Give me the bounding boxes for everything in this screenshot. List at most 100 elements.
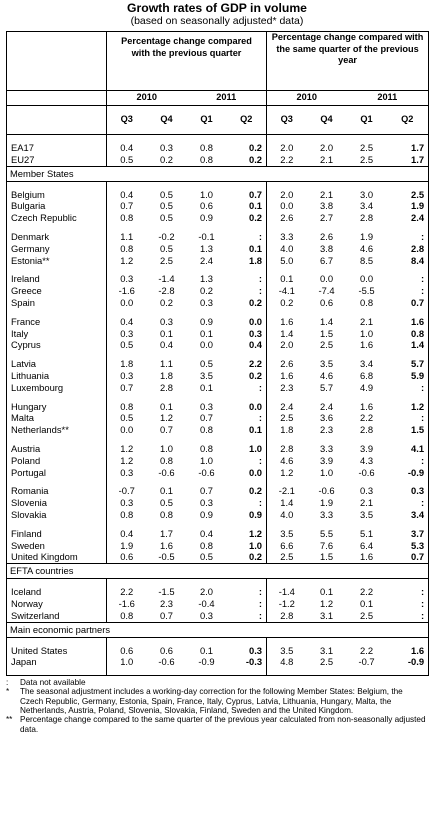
spacer-row (6, 308, 430, 316)
value-cell: 2.2 (280, 153, 294, 165)
value-cell: 0.0 (226, 466, 268, 479)
value-cell: 1.5 (320, 327, 334, 339)
value-cell: 1.6 (360, 400, 374, 412)
value-cell: 3.0 (360, 188, 374, 200)
value-cell: 0.8 (159, 454, 174, 466)
value-cell: 0.3 (120, 466, 134, 478)
value-cell: 2.4 (280, 400, 294, 412)
value-cell: -0.4 (198, 597, 215, 609)
footnote-text: Data not available (20, 678, 86, 688)
country-name: EU27 (6, 153, 107, 167)
value-cell: 1.7 (159, 527, 174, 539)
footnote-symbol: * (6, 687, 10, 697)
spacer-row (6, 435, 430, 443)
country-name: Latvia (6, 358, 107, 370)
value-cell: 3.8 (320, 242, 334, 254)
table-row: Lithuania 0.3 1.8 3.5 0.2 1.6 4.6 6.8 5.9 (6, 369, 430, 382)
country-name: Bulgaria (6, 200, 107, 213)
value-cell: 0.8 (386, 327, 430, 340)
value-cell: 2.3 (320, 424, 334, 436)
country-name: Slovenia (6, 497, 107, 509)
value-cell: 0.8 (199, 539, 214, 551)
value-cell: 2.4 (320, 400, 334, 412)
value-cell: : (386, 273, 430, 286)
value-cell: 4.1 (386, 442, 430, 455)
value-cell: -1.4 (158, 273, 175, 285)
value-cell: 0.5 (120, 412, 134, 424)
value-cell: 1.6 (159, 539, 174, 551)
spacer-row (6, 668, 430, 677)
country-name: France (6, 315, 107, 328)
table-row: Greece -1.6 -2.8 0.2: -4.1 -7.4 -5.5: (6, 285, 430, 297)
section-label: Main economic partners (5, 621, 430, 638)
value-cell: 0.7 (159, 424, 174, 436)
value-cell: 3.9 (320, 454, 334, 466)
table-row: Netherlands** 0.0 0.7 0.8 0.1 1.8 2.3 2.8 1.5 (6, 424, 430, 436)
value-cell: 0.6 (120, 644, 134, 656)
value-cell: 1.6 (360, 339, 374, 351)
value-cell: -0.7 (358, 656, 375, 668)
value-cell: : (226, 586, 268, 598)
value-cell: 1.4 (386, 339, 430, 352)
table-row: United States 0.6 0.6 0.1 0.3 3.5 3.1 2.2 1.6 (6, 644, 430, 657)
value-cell: -2.8 (158, 285, 175, 297)
value-cell: 1.9 (120, 539, 134, 551)
spacer-row (6, 134, 430, 142)
quarter-label: Q2 (226, 105, 268, 135)
country-name: Romania (6, 485, 107, 498)
header-quarter-row: Q3 Q4 Q1 Q2 Q3 Q4 Q1 Q2 (6, 105, 430, 135)
value-cell: 0.1 (199, 327, 214, 339)
value-cell: 2.5 (280, 412, 294, 424)
value-cell: 0.7 (386, 551, 430, 564)
value-cell: 0.9 (226, 508, 268, 521)
table-row: EU27 0.5 0.2 0.8 0.2 2.2 2.1 2.5 1.7 (6, 153, 430, 167)
section-header-row: EFTA countries (5, 563, 430, 580)
value-cell: 1.0 (199, 188, 214, 200)
value-cell: 0.5 (159, 242, 174, 254)
value-cell: -7.4 (318, 285, 335, 297)
value-cell: 2.5 (320, 339, 334, 351)
table-row: Slovakia 0.8 0.8 0.9 0.9 4.0 3.3 3.5 3.4 (6, 508, 430, 521)
value-cell: 0.3 (120, 369, 134, 381)
footnote: : Data not available (6, 678, 426, 687)
year-label: 2010 (106, 90, 187, 106)
value-cell: 0.8 (120, 212, 134, 224)
country-name: United States (6, 644, 107, 657)
value-cell: : (226, 597, 268, 610)
value-cell: 0.3 (199, 497, 214, 509)
value-cell: 0.5 (159, 212, 174, 224)
value-cell: 1.8 (159, 369, 174, 381)
footnote-symbol: ** (6, 715, 13, 725)
spacer-row (6, 478, 430, 486)
country-name: Spain (6, 296, 107, 309)
value-cell: 2.8 (159, 381, 174, 393)
spacer-row (6, 223, 430, 231)
value-cell: 5.1 (360, 527, 374, 539)
value-cell: 2.8 (386, 242, 430, 255)
value-cell: 2.1 (320, 188, 334, 200)
quarter-label: Q4 (306, 105, 347, 135)
spacer-row (6, 637, 430, 645)
table-row: EA17 0.4 0.3 0.8 0.2 2.0 2.0 2.5 1.7 (6, 142, 430, 154)
value-cell: 0.4 (120, 142, 134, 153)
value-cell: 0.3 (199, 609, 214, 621)
value-cell: : (386, 412, 430, 425)
value-cell: 3.4 (360, 358, 374, 370)
value-cell: 5.7 (386, 358, 430, 370)
value-cell: 0.2 (159, 296, 174, 308)
value-cell: 1.2 (120, 254, 134, 266)
value-cell: 0.0 (226, 400, 268, 413)
footnote: * The seasonal adjustment includes a work… (6, 687, 426, 715)
value-cell: 7.6 (320, 539, 334, 551)
value-cell: 0.7 (199, 412, 214, 424)
value-cell: 4.6 (320, 369, 334, 381)
value-cell: 1.0 (320, 466, 334, 478)
value-cell: 0.8 (159, 508, 174, 520)
value-cell: 0.1 (280, 273, 294, 285)
footnote: ** Percentage change compared to the same… (6, 715, 426, 734)
value-cell: 0.7 (199, 485, 214, 497)
country-name: Italy (6, 327, 107, 340)
value-cell: -0.6 (358, 466, 375, 478)
year-label: 2011 (346, 90, 430, 106)
value-cell: 3.8 (320, 200, 334, 212)
